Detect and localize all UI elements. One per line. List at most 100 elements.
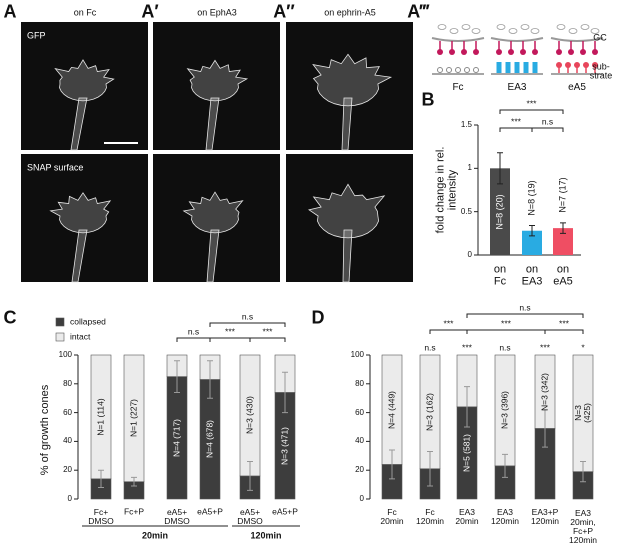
- bar-label: N=8 (19): [526, 179, 537, 216]
- y-tick-label: 1: [467, 163, 472, 173]
- image-title: on Fc: [73, 7, 97, 18]
- error-bar: [247, 461, 253, 491]
- x-tick-label: Fc 20min: [380, 507, 404, 526]
- x-tick-label: Fc+P: [123, 506, 145, 517]
- error-bar: [580, 461, 586, 483]
- significance: n.s: [187, 326, 200, 337]
- significance-bracket: [429, 329, 468, 334]
- significance: n.s: [241, 311, 254, 322]
- significance: ***: [501, 318, 511, 329]
- substrate-ea3: [514, 62, 520, 73]
- condition-label: EA3: [507, 81, 527, 93]
- significance: ***: [559, 318, 569, 329]
- significance: n.s: [424, 342, 436, 353]
- x-tick-label: eA5+P: [197, 506, 223, 517]
- y-tick-label: 0: [467, 249, 472, 259]
- significance-bracket: [209, 337, 251, 342]
- axon: [205, 97, 220, 151]
- x-tick-label: eA5+P: [272, 506, 298, 517]
- legend-label: intact: [70, 331, 91, 342]
- panel-label: A′: [141, 1, 159, 22]
- gc-label: GC: [593, 32, 607, 43]
- x-tick-label: on EA3: [521, 263, 543, 287]
- channel-label: SNAP surface: [27, 162, 84, 173]
- error-bar: [560, 222, 566, 234]
- error-bar: [502, 453, 508, 478]
- bar-label: N=3 (162): [424, 392, 435, 431]
- significance-bracket: [544, 329, 584, 334]
- substrate-ea5: [556, 62, 562, 68]
- vesicle: [580, 24, 590, 30]
- substrate-ea3: [532, 62, 538, 73]
- significance-bracket: [466, 329, 546, 334]
- x-tick-label: eA5+ DMSO: [164, 507, 190, 526]
- bar-label: N=3 (396): [499, 391, 510, 430]
- micrograph: [153, 22, 280, 150]
- significance: ***: [225, 326, 235, 337]
- error-bar: [131, 476, 137, 487]
- y-tick-label: 80: [63, 378, 72, 388]
- bar-label: N=5 (581): [461, 433, 472, 472]
- receptor: [496, 49, 502, 55]
- axon: [206, 229, 220, 283]
- growth-cone: [54, 59, 115, 102]
- significance-bracket: [249, 337, 286, 342]
- vesicle: [461, 24, 471, 30]
- vesicle: [508, 28, 518, 34]
- x-tick-label: on Fc: [493, 263, 507, 287]
- bar-label: N=8 (20): [494, 194, 505, 230]
- axon: [341, 97, 353, 151]
- y-axis-label: % of growth cones: [39, 384, 52, 476]
- significance: ***: [262, 326, 273, 337]
- receptor: [449, 49, 455, 55]
- x-tick-label: EA3 120min: [491, 507, 519, 526]
- bar-label: N=1 (227): [128, 399, 139, 438]
- y-tick-label: 20: [63, 464, 72, 474]
- gc-membrane: [431, 37, 485, 42]
- error-bar: [427, 450, 433, 487]
- panel-label: D: [311, 307, 325, 328]
- significance: n.s: [519, 302, 531, 313]
- significance: ***: [443, 318, 454, 329]
- error-bar: [497, 152, 503, 185]
- vesicle: [520, 24, 530, 30]
- significance: n.s: [541, 116, 554, 127]
- x-tick-label: on eA5: [553, 263, 573, 287]
- x-tick-label: Fc 120min: [416, 507, 444, 526]
- bar-label: N=7 (17): [557, 177, 568, 213]
- bar-label: N=3 (425): [573, 403, 592, 424]
- receptor: [461, 49, 467, 55]
- group-label: 20min: [141, 530, 169, 541]
- error-bar: [389, 449, 395, 480]
- y-tick-label: 40: [63, 436, 72, 446]
- substrate-ea5: [565, 62, 571, 68]
- substrate-fc: [455, 67, 461, 73]
- x-tick-label: EA3 20min, Fc+P 120min: [569, 508, 597, 545]
- receptor: [508, 49, 514, 55]
- y-tick-label: 1.5: [460, 119, 472, 129]
- error-bar: [174, 360, 180, 393]
- significance-bracket: [531, 127, 564, 132]
- bar-label: N=3 (471): [279, 426, 290, 465]
- significance: n.s: [499, 342, 511, 353]
- substrate-ea5: [583, 62, 589, 68]
- vesicle: [568, 28, 578, 34]
- y-tick-label: 0: [359, 493, 364, 503]
- substrate-fc: [446, 67, 452, 73]
- micrograph: [21, 22, 148, 150]
- receptor: [437, 49, 443, 55]
- vesicle: [590, 28, 600, 34]
- micrograph: [153, 154, 280, 282]
- y-tick-label: 60: [63, 407, 72, 417]
- legend-swatch: [55, 317, 65, 327]
- error-bar: [529, 225, 535, 237]
- bar-label: N=1 (114): [95, 398, 106, 436]
- panel-label: A: [3, 1, 17, 22]
- y-tick-label: 40: [355, 436, 364, 446]
- bar-label: N=3 (430): [244, 396, 255, 435]
- receptor: [592, 49, 598, 55]
- x-tick-label: eA5+ DMSO: [237, 507, 263, 526]
- error-bar: [98, 469, 104, 488]
- growth-cone: [182, 191, 244, 234]
